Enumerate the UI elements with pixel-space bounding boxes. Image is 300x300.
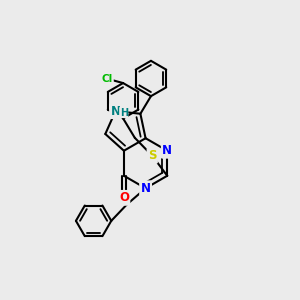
Text: N: N <box>162 144 172 157</box>
Text: H: H <box>120 108 128 118</box>
Text: S: S <box>148 149 157 162</box>
Text: N: N <box>141 182 151 195</box>
Text: Cl: Cl <box>101 74 112 84</box>
Text: N: N <box>110 105 121 118</box>
Text: O: O <box>119 191 129 204</box>
